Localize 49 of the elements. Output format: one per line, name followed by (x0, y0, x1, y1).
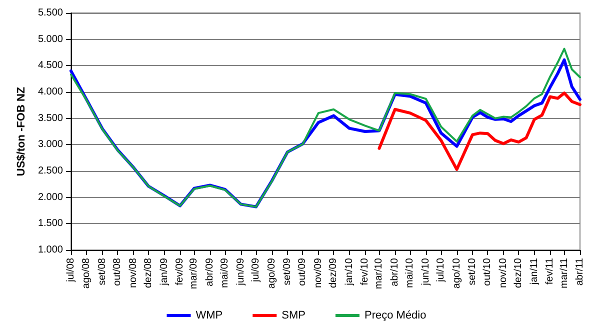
y-tick-label: 1.000 (38, 244, 64, 256)
x-tick-label: jan/09 (158, 258, 170, 286)
x-tick-label: fev/10 (360, 258, 371, 286)
x-tick-label: jan/11 (528, 258, 540, 286)
x-tick-label: jun/09 (235, 258, 246, 286)
y-tick-label: 5.000 (38, 34, 64, 45)
x-tick-label: ago/08 (81, 258, 92, 289)
x-tick-label: fev/11 (544, 258, 556, 284)
x-tick-label: nov/09 (312, 258, 324, 288)
x-tick-label: jun/10 (420, 258, 432, 286)
x-tick-label: jul/08 (66, 258, 76, 283)
y-tick-label: 3.000 (38, 139, 64, 150)
y-tick-label: 2.500 (38, 166, 64, 176)
legend-label: Preço Médio (364, 310, 426, 322)
x-tick-label: abr/09 (204, 258, 216, 286)
x-tick-label: ago/10 (451, 258, 462, 289)
x-tick-label: jan/10 (344, 258, 355, 286)
x-tick-label: out/09 (297, 258, 308, 286)
x-tick-label: out/10 (482, 258, 494, 286)
y-tick-label: 4.000 (38, 86, 64, 98)
x-tick-label: fev/09 (174, 258, 186, 286)
x-tick-label: jul/09 (250, 258, 262, 283)
y-tick-label: 5.500 (38, 8, 64, 18)
x-tick-label: out/08 (112, 258, 124, 286)
y-tick-label: 4.500 (38, 60, 64, 72)
x-tick-label: set/09 (282, 258, 293, 286)
x-tick-label: nov/10 (498, 258, 509, 288)
x-tick-label: set/10 (467, 258, 478, 286)
y-axis-title: US$/ton -FOB NZ (16, 86, 28, 176)
x-tick-label: ago/09 (266, 258, 278, 289)
x-tick-label: mai/10 (404, 258, 416, 288)
x-tick-label: dez/08 (143, 258, 154, 288)
x-tick-label: dez/10 (513, 258, 524, 288)
x-tick-label: abr/11 (574, 258, 586, 286)
x-tick-label: abr/10 (389, 258, 400, 286)
x-tick-label: dez/09 (328, 258, 340, 288)
legend-label: WMP (196, 310, 223, 322)
line-series (378, 92, 582, 171)
x-tick-label: mar/09 (188, 258, 200, 290)
y-tick-label: 1.500 (38, 218, 64, 230)
y-tick-label: 2.000 (38, 192, 64, 203)
x-tick-label: jul/10 (436, 258, 447, 283)
x-tick-label: set/08 (96, 258, 108, 286)
legend-label: SMP (282, 310, 306, 322)
x-tick-label: mai/09 (220, 258, 231, 288)
y-tick-label: 3.500 (38, 112, 64, 124)
x-tick-label: mar/11 (558, 258, 570, 288)
x-tick-label: nov/08 (128, 258, 139, 288)
x-tick-label: mar/10 (374, 258, 385, 290)
